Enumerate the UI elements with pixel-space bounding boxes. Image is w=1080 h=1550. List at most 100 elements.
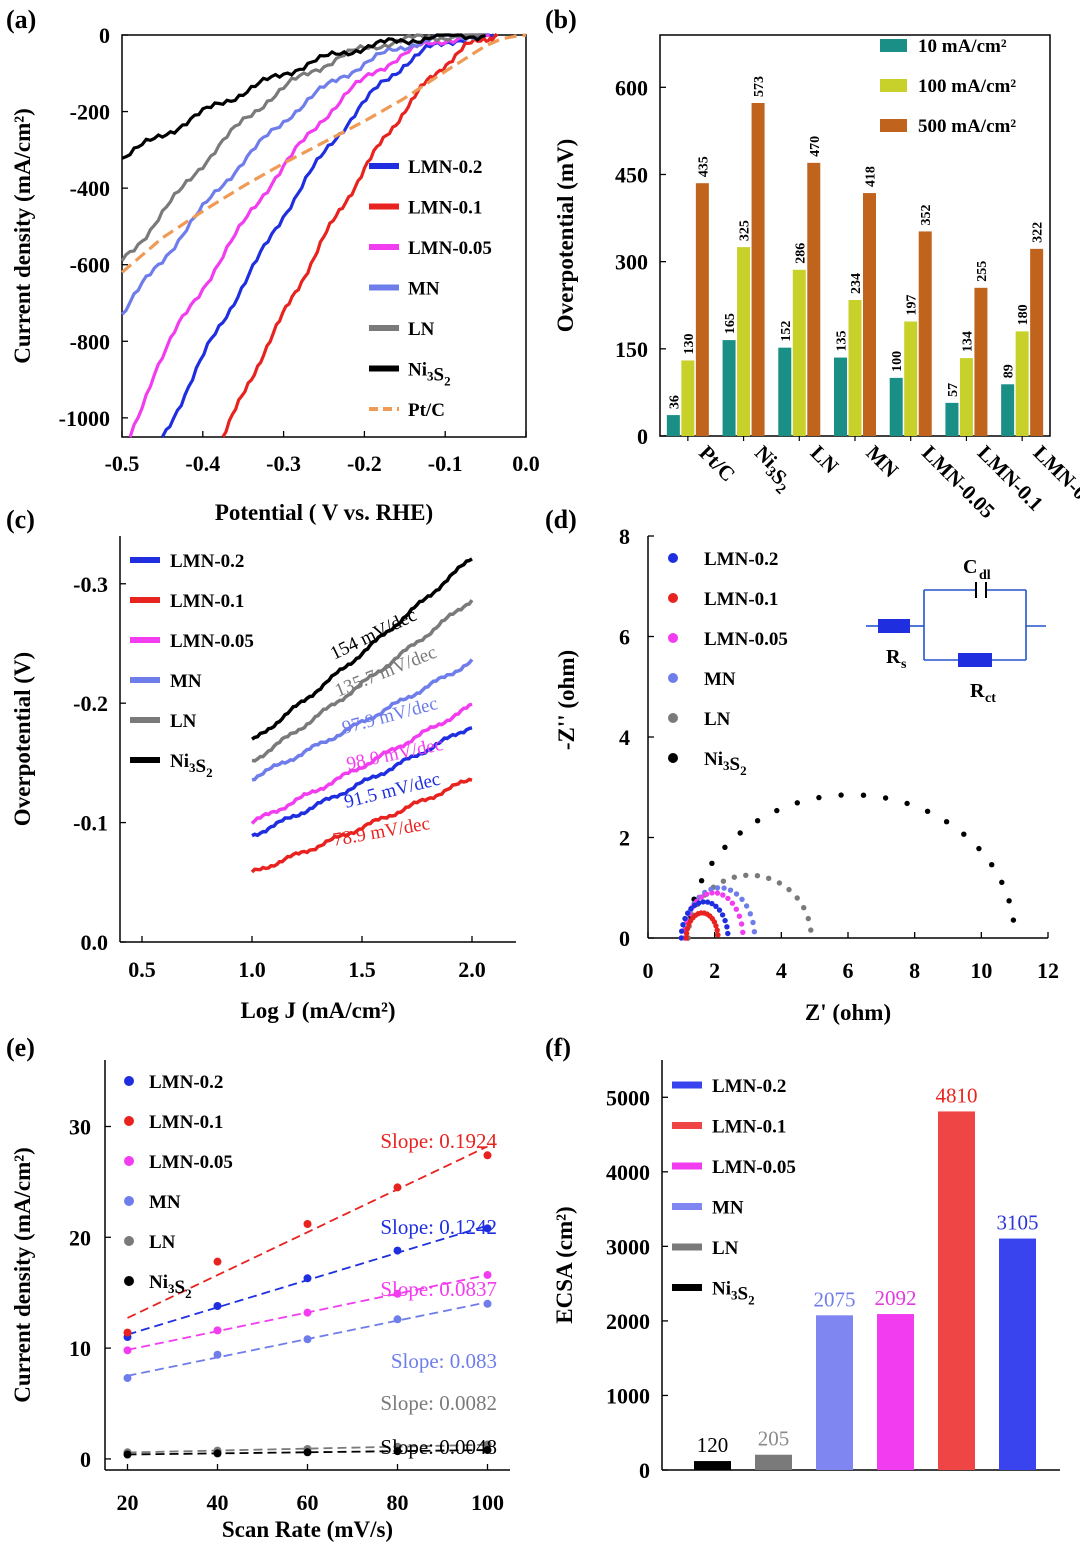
x-tick-label: -0.3 [266, 451, 301, 476]
panel-label: (f) [545, 1033, 571, 1062]
text-span: S [434, 365, 445, 386]
data-point-LMN-0.05 [720, 892, 726, 898]
legend-label: LN [170, 711, 197, 732]
bar-value-label: 134 [960, 331, 975, 352]
data-point-MN [714, 885, 721, 891]
x-tick-label: LN [806, 441, 844, 479]
data-point-LMN-0.05 [738, 921, 745, 927]
legend-label: LMN-0.05 [712, 1157, 796, 1178]
data-point-MN [123, 1374, 132, 1383]
legend-label: LMN-0.05 [408, 238, 492, 259]
text-span: LN [170, 711, 197, 732]
x-tick-label: 1.5 [348, 957, 376, 982]
y-tick-label: -200 [70, 100, 110, 125]
x-tick-label: -0.2 [347, 451, 382, 476]
data-point-LMN-0.2 [716, 907, 723, 913]
series-line-LMN-0.1 [221, 32, 499, 438]
data-point-LMN-0.2 [719, 912, 726, 918]
data-point-Ni3S2 [860, 792, 867, 798]
data-point-LN [794, 895, 800, 901]
bar-Ni3S2-1 [737, 247, 751, 436]
legend-label: LMN-0.2 [712, 1076, 786, 1097]
bar-value-label: 352 [919, 204, 934, 225]
y-tick-label: 10 [69, 1336, 91, 1361]
data-point-LMN-0.05 [709, 890, 715, 896]
legend-marker [668, 553, 678, 563]
data-point-LMN-0.1 [714, 927, 720, 933]
data-point-LMN-0.2 [725, 930, 731, 937]
y-tick-label: -0.2 [73, 691, 108, 716]
legend-marker [668, 593, 678, 603]
circuit-label-sub: ct [985, 691, 996, 706]
text-span: LMN-0.2 [170, 551, 244, 572]
series-line-LMN-0.1 [250, 777, 473, 874]
slope-label: Slope: 0.1242 [380, 1215, 497, 1239]
x-tick-label: 20 [117, 1490, 139, 1515]
bar-LMN-0.05 [877, 1314, 914, 1470]
text-span: Ni [149, 1272, 168, 1293]
y-tick-label: 3000 [606, 1234, 650, 1259]
data-point-LMN-0.2 [700, 899, 706, 905]
bar-value-label: 234 [849, 273, 864, 294]
data-point-MN [751, 929, 758, 935]
legend-swatch [880, 119, 907, 132]
bar-LMN-0.05-2 [918, 231, 932, 436]
series-line-LMN-0.05 [128, 33, 491, 438]
data-point-LN [731, 874, 737, 880]
legend-marker [124, 1156, 134, 1166]
legend-label: Ni3S2 [170, 751, 213, 780]
bar-Ni3S2-0 [722, 340, 736, 436]
x-tick-label: 40 [207, 1490, 229, 1515]
legend-swatch [880, 79, 907, 92]
data-point-LMN-0.05 [393, 1289, 402, 1298]
panel-c: (c) 0.5 1.0 1.5 2.0 0.0 -0.1 -0.2 -0.3 Log J (mA/… [6, 505, 516, 1023]
y-tick-label: 6 [619, 625, 630, 650]
data-point-LMN-0.05 [703, 891, 710, 897]
legend-label: Ni3S2 [149, 1272, 192, 1301]
data-point-MN [721, 885, 727, 891]
bar-LMN-0.1-1 [959, 358, 973, 436]
data-point-Ni3S2 [882, 795, 889, 801]
y-tick-label: 450 [615, 162, 648, 187]
bar-Ni3S2-2 [751, 102, 765, 436]
resistor-rct [958, 653, 992, 667]
bar-value-label: 130 [682, 333, 697, 354]
data-point-Ni3S2 [722, 844, 728, 850]
data-point-MN [213, 1350, 222, 1359]
bar-value-label: 435 [696, 156, 711, 177]
legend-label: LMN-0.05 [704, 629, 788, 650]
bar-value-label: 418 [864, 166, 879, 187]
data-point-LMN-0.05 [736, 913, 743, 919]
panel-label: (b) [545, 5, 577, 34]
text-span: LMN-0.1 [712, 1117, 786, 1138]
y-tick-label: 0 [637, 424, 648, 449]
data-point-MN [739, 896, 745, 902]
subscript: 2 [206, 765, 213, 780]
legend-marker [124, 1196, 134, 1206]
fit-line-LMN-0.1 [127, 1145, 488, 1319]
data-point-LMN-0.2 [692, 902, 698, 908]
plot-frame [121, 34, 527, 438]
data-point-LMN-0.1 [684, 926, 691, 932]
x-tick-label: 0 [643, 958, 654, 983]
bar-LMN-0.1 [938, 1111, 975, 1470]
subscript: 3 [731, 1288, 738, 1303]
subscript: 3 [189, 760, 196, 775]
text-span: Pt/C [408, 400, 445, 421]
text-span: LMN-0.1 [170, 591, 244, 612]
text-span: MN [149, 1192, 181, 1213]
text-span: LMN-0.2 [149, 1072, 223, 1093]
panel-d: (d) 0 2 4 6 8 10 12 0 2 4 6 8 Z' (ohm) -Z'' (ohm) LMN-0… [545, 505, 1059, 1025]
x-tick-label: -0.4 [185, 451, 220, 476]
y-tick-label: 4000 [606, 1160, 650, 1185]
data-point-LMN-0.05 [729, 900, 736, 906]
bar-value-label: 286 [793, 243, 808, 264]
legend-marker [124, 1116, 134, 1126]
bar-value-label: 470 [808, 136, 823, 157]
subscript: 3 [723, 758, 730, 773]
bar-LMN-0.2-1 [1015, 331, 1029, 436]
slope-label: Slope: 0.1924 [380, 1129, 497, 1153]
data-point-LN [720, 878, 727, 884]
text-span: LN [712, 1238, 739, 1259]
data-point-MN [750, 919, 756, 926]
